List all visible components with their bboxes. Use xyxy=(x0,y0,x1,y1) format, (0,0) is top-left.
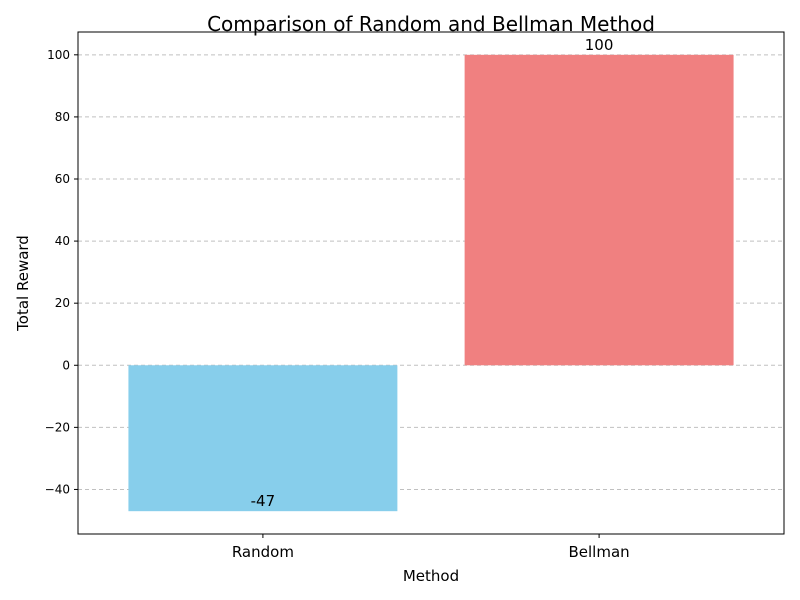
data-labels: -47 100 xyxy=(251,36,614,510)
x-axis-label: Method xyxy=(403,567,459,585)
bar-bellman xyxy=(464,54,734,366)
y-tick-label: 40 xyxy=(55,234,70,248)
y-tick-label: 60 xyxy=(55,172,70,186)
x-tick-label: Random xyxy=(232,543,294,561)
chart-title: Comparison of Random and Bellman Method xyxy=(207,12,655,36)
data-label-bellman: 100 xyxy=(585,36,614,54)
bars xyxy=(128,54,734,512)
y-axis-label: Total Reward xyxy=(14,235,32,332)
x-axis-ticks: Random Bellman xyxy=(232,534,630,561)
y-tick-label: 20 xyxy=(55,296,70,310)
y-tick-label: −40 xyxy=(45,482,70,496)
y-axis-ticks: −40 −20 0 20 40 60 80 100 xyxy=(45,48,78,496)
plot-frame xyxy=(77,31,785,535)
y-tick-label: 100 xyxy=(47,48,70,62)
y-tick-label: 0 xyxy=(62,358,70,372)
y-tick-label: 80 xyxy=(55,110,70,124)
y-tick-label: −20 xyxy=(45,420,70,434)
data-label-random: -47 xyxy=(251,492,276,510)
bar-random xyxy=(128,365,398,512)
x-tick-label: Bellman xyxy=(569,543,630,561)
